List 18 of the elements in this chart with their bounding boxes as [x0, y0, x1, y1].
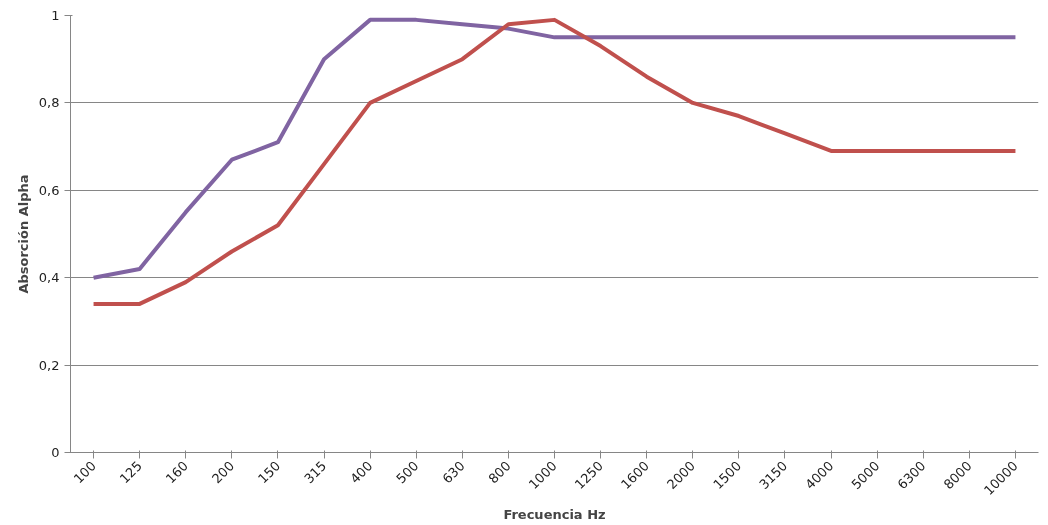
x-tick-label: 630	[439, 458, 468, 487]
y-tick-label: 0	[51, 445, 60, 460]
y-tick-label: 1	[51, 8, 60, 23]
x-tick-label: 315	[301, 458, 330, 487]
y-axis-title: Absorción Alpha	[15, 174, 31, 294]
y-tick-label: 0,4	[38, 270, 60, 286]
y-tick-label: 0,6	[38, 182, 60, 198]
x-tick-label: 400	[347, 458, 376, 487]
x-axis-title: Frecuencia Hz	[503, 507, 606, 523]
x-tick-label: 100	[70, 458, 99, 487]
x-tick-label: 125	[116, 458, 145, 487]
x-tick-label: 200	[208, 458, 238, 487]
x-tick-label: 500	[393, 458, 422, 487]
y-tick-label: 0,8	[38, 95, 60, 111]
x-tick-label: 800	[485, 458, 514, 487]
x-tick-label: 150	[255, 458, 284, 487]
x-tick-label: 160	[162, 458, 192, 487]
y-tick-label: 0,2	[38, 357, 60, 373]
